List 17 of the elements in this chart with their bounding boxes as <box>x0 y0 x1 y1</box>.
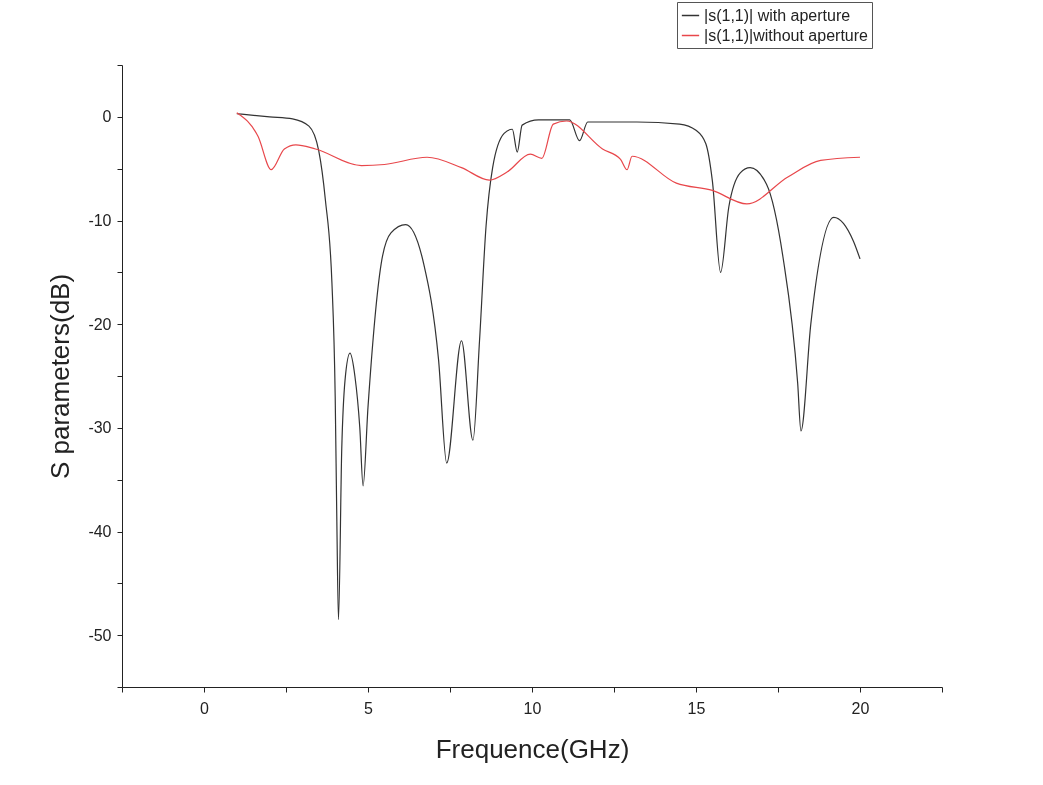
y-tick-label: -10 <box>88 212 112 229</box>
line-series <box>236 113 861 621</box>
line-series <box>236 112 861 205</box>
x-tick-label: 15 <box>687 699 706 717</box>
y-tick-label: -20 <box>88 315 112 333</box>
y-tick-label: 0 <box>102 108 112 126</box>
y-tick-label: -50 <box>88 626 112 644</box>
x-tick-label: 5 <box>364 699 374 717</box>
y-tick-label: -40 <box>88 523 112 540</box>
legend-label: |s(1,1)| with aperture <box>704 6 851 24</box>
y-tick-label: -30 <box>88 419 112 437</box>
x-axis-title: Frequence(GHz) <box>435 733 630 764</box>
legend-label: |s(1,1)|without aperture <box>704 26 869 44</box>
x-tick-label: 10 <box>523 699 542 717</box>
y-axis-title: S parameters(dB) <box>45 273 76 480</box>
x-tick-label: 20 <box>851 699 870 717</box>
x-tick-label: 0 <box>200 699 210 717</box>
